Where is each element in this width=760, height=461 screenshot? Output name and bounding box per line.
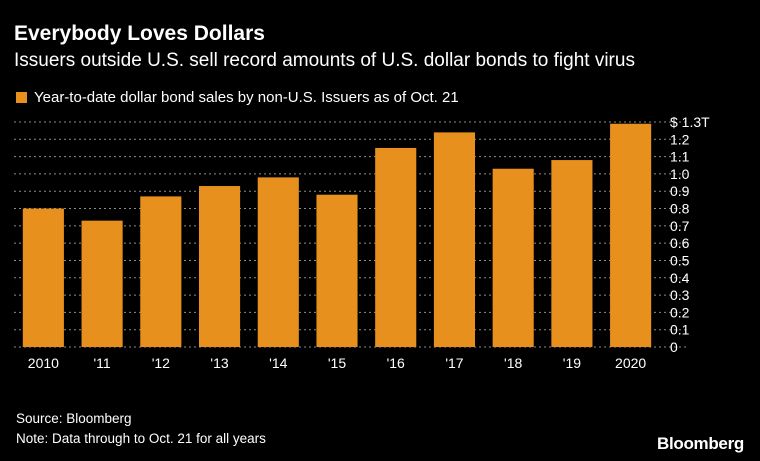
- x-tick-label: '16: [387, 355, 405, 371]
- y-tick-label: 0: [670, 339, 678, 355]
- bar: [610, 123, 652, 347]
- data-note: Note: Data through to Oct. 21 for all ye…: [16, 431, 266, 446]
- y-tick-label: 0.1: [670, 322, 690, 338]
- bar: [375, 147, 417, 347]
- bar: [551, 160, 593, 347]
- bar: [81, 220, 123, 347]
- legend: Year-to-date dollar bond sales by non-U.…: [16, 89, 459, 106]
- y-tick-label: 0.2: [670, 304, 690, 320]
- bloomberg-logo: Bloomberg: [656, 434, 744, 453]
- x-tick-label: '13: [210, 355, 228, 371]
- y-tick-label: 0.9: [670, 183, 690, 199]
- y-tick-label: 1.0: [670, 166, 690, 182]
- bar: [257, 177, 299, 347]
- x-tick-label: '17: [445, 355, 463, 371]
- bar: [198, 186, 241, 347]
- x-tick-label: '14: [269, 355, 287, 371]
- bars: [22, 123, 652, 347]
- bar: [22, 208, 64, 347]
- x-tick-label: '15: [328, 355, 346, 371]
- source-note: Source: Bloomberg: [16, 411, 132, 426]
- y-tick-label: 0.5: [670, 252, 690, 268]
- x-tick-label: '18: [504, 355, 522, 371]
- y-tick-label: 0.7: [670, 218, 690, 234]
- y-tick-label: 0.8: [670, 201, 690, 217]
- x-tick-label: '19: [563, 355, 581, 371]
- y-axis-labels: 00.1 0.20.30.4 0.50.60.70.8 0.91.01.1 1.2$ 1…: [670, 114, 710, 355]
- bar: [433, 132, 476, 347]
- legend-label: Year-to-date dollar bond sales by non-U.…: [34, 89, 459, 106]
- legend-swatch: [16, 92, 27, 103]
- bar: [316, 194, 358, 347]
- y-tick-label: 0.6: [670, 235, 690, 251]
- x-tick-label: 2020: [615, 355, 646, 371]
- x-axis-labels: 2010 '11 '12 '13 '14 '15 '16 '17 '18 '19 2020: [28, 355, 647, 371]
- y-tick-label: $ 1.3T: [670, 114, 710, 130]
- y-tick-label: 0.3: [670, 287, 690, 303]
- x-tick-label: '11: [93, 355, 110, 371]
- chart-subtitle: Issuers outside U.S. sell record amounts…: [14, 50, 635, 71]
- bar: [492, 168, 534, 347]
- x-tick-label: '12: [152, 355, 170, 371]
- x-tick-label: 2010: [28, 355, 59, 371]
- chart-title: Everybody Loves Dollars: [14, 22, 265, 45]
- y-tick-label: 1.2: [670, 131, 690, 147]
- bar: [140, 196, 182, 347]
- y-tick-label: 0.4: [670, 270, 690, 286]
- y-tick-label: 1.1: [670, 149, 690, 165]
